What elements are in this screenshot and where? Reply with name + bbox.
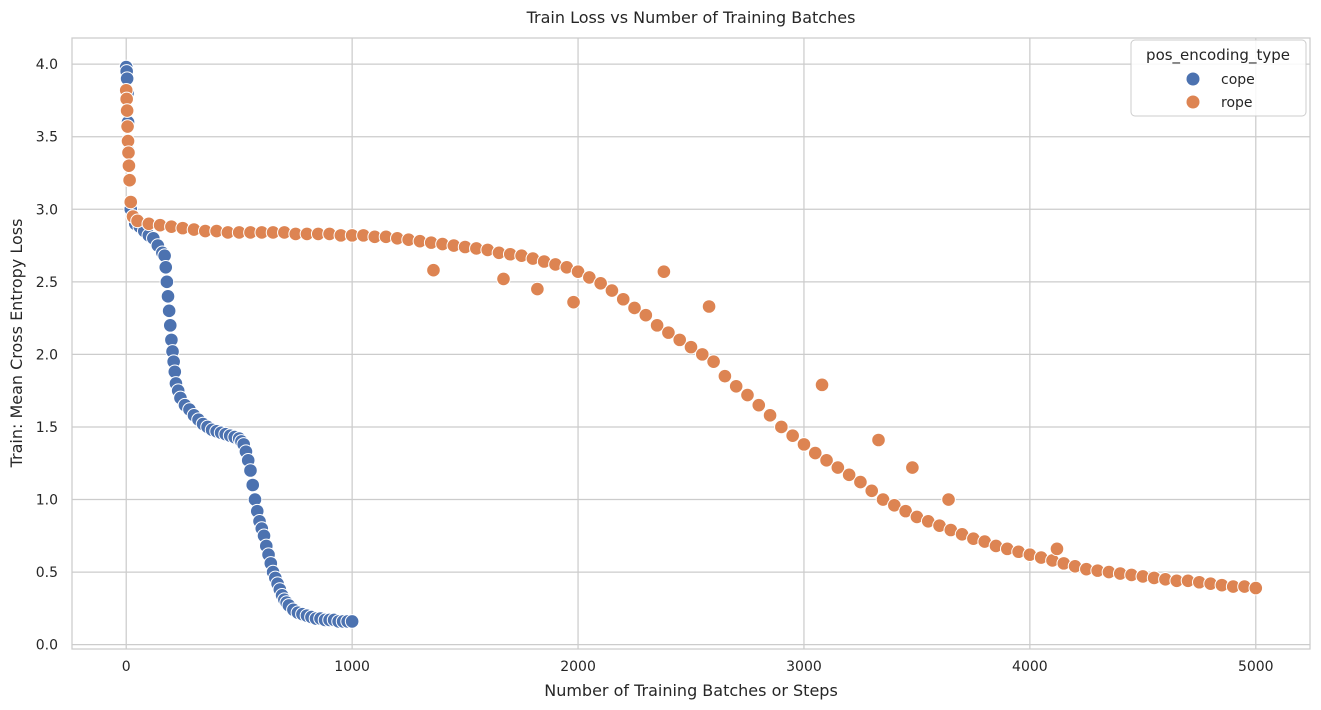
legend: pos_encoding_type cope rope [1130, 39, 1307, 117]
x-axis-ticks: 0 1000 2000 3000 4000 5000 [122, 659, 1274, 675]
point-cope [160, 289, 176, 304]
point-rope [656, 264, 672, 279]
x-tick-label: 2000 [560, 659, 596, 675]
point-rope [853, 474, 868, 490]
point-cope [245, 477, 261, 493]
point-rope [871, 432, 886, 448]
chart-title: Train Loss vs Number of Training Batches [526, 8, 856, 27]
plot-area-frame [71, 37, 1311, 650]
point-cope [243, 463, 258, 478]
point-rope [121, 145, 136, 160]
point-cope [161, 303, 177, 319]
point-rope [905, 460, 920, 475]
point-rope [887, 498, 902, 513]
y-tick-label: 1.0 [36, 493, 58, 509]
x-tick-label: 5000 [1238, 659, 1274, 675]
point-rope [898, 503, 913, 519]
point-rope [120, 119, 135, 134]
series-cope [118, 59, 360, 629]
y-tick-label: 3.5 [36, 130, 58, 146]
point-rope [1049, 541, 1065, 557]
y-tick-label: 0.0 [36, 638, 58, 654]
point-rope [706, 354, 721, 369]
point-rope [941, 492, 956, 507]
point-rope [830, 460, 846, 475]
point-rope [695, 347, 710, 362]
point-rope [701, 299, 717, 314]
point-rope [814, 377, 830, 393]
point-cope [344, 614, 360, 629]
y-axis-ticks: 0.0 0.5 1.0 1.5 2.0 2.5 3.0 3.5 4.0 [36, 57, 58, 654]
point-rope [683, 339, 699, 355]
point-rope [796, 437, 812, 452]
point-rope [751, 397, 767, 413]
point-rope [119, 103, 135, 118]
point-rope [807, 445, 823, 461]
point-rope [122, 172, 137, 188]
x-tick-label: 4000 [1012, 659, 1048, 675]
point-rope [875, 492, 891, 507]
point-cope [159, 274, 175, 290]
point-rope [121, 158, 137, 174]
point-rope [570, 264, 586, 279]
legend-marker-rope [1186, 95, 1200, 109]
x-tick-label: 1000 [334, 659, 370, 675]
point-rope [615, 291, 631, 307]
point-rope [864, 483, 880, 499]
point-rope [649, 318, 665, 333]
point-rope [728, 379, 744, 394]
point-rope [604, 283, 620, 298]
point-rope [672, 332, 688, 348]
y-tick-label: 1.5 [36, 420, 58, 436]
x-tick-label: 0 [122, 659, 131, 675]
point-rope [638, 307, 654, 323]
point-cope [158, 260, 174, 275]
series-rope [118, 82, 1264, 596]
point-rope [426, 262, 441, 278]
point-cope [162, 318, 178, 333]
x-axis-title: Number of Training Batches or Steps [544, 681, 838, 700]
point-rope [123, 194, 139, 210]
y-tick-label: 2.0 [36, 347, 58, 363]
point-rope [593, 275, 608, 291]
point-rope [627, 300, 642, 316]
point-rope [740, 387, 755, 403]
y-tick-label: 4.0 [36, 57, 58, 73]
point-rope [774, 419, 789, 435]
point-rope [582, 270, 597, 285]
point-rope [762, 408, 778, 423]
x-tick-label: 3000 [786, 659, 822, 675]
legend-label-cope: cope [1221, 72, 1255, 88]
y-axis-title: Train: Mean Cross Entropy Loss [7, 219, 26, 469]
point-rope [819, 453, 834, 468]
point-rope [661, 325, 676, 340]
y-tick-label: 2.5 [36, 275, 58, 291]
legend-box [1130, 39, 1307, 117]
point-rope [841, 467, 857, 483]
y-tick-label: 0.5 [36, 565, 58, 581]
point-rope [530, 281, 545, 297]
point-rope [717, 368, 733, 384]
legend-title: pos_encoding_type [1146, 46, 1290, 65]
point-rope [785, 428, 800, 443]
legend-marker-cope [1186, 72, 1200, 86]
data-points [118, 59, 1264, 629]
legend-label-rope: rope [1221, 95, 1253, 111]
y-tick-label: 3.0 [36, 202, 58, 218]
point-rope [496, 271, 511, 287]
point-rope [566, 294, 581, 310]
point-rope [1248, 580, 1264, 596]
